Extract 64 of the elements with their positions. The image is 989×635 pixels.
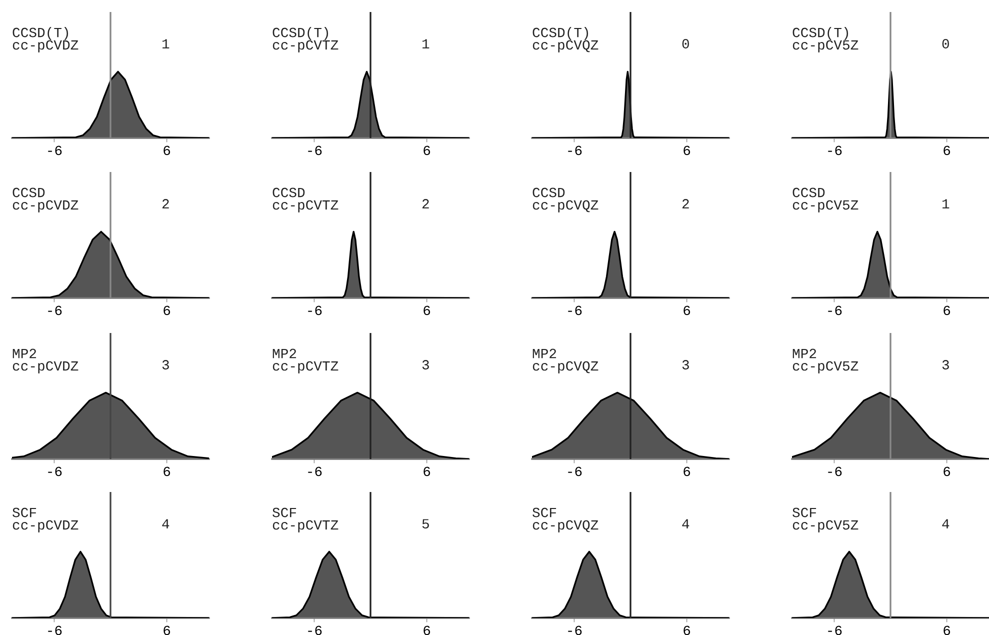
- text: 3: [942, 360, 949, 370]
- x-tick-label: 6: [684, 626, 690, 635]
- x-tick-label: -6: [828, 306, 842, 316]
- text: 1: [162, 39, 170, 48]
- text: MP2 cc-pCVQZ: [532, 348, 598, 374]
- text: SCF cc-pCV5Z: [792, 508, 858, 532]
- text: 0: [682, 39, 689, 48]
- x-tick-label: 6: [684, 146, 690, 156]
- text: CCSD cc-pCVTZ: [272, 188, 338, 212]
- text: SCF cc-pCVDZ: [12, 508, 78, 532]
- x-tick-label: -6: [828, 626, 842, 635]
- text: CCSD(T) cc-pCV5Z: [792, 27, 858, 52]
- text: 2: [162, 199, 169, 208]
- text: 3: [162, 360, 169, 370]
- x-tick-label: 6: [424, 466, 430, 476]
- x-tick-label: -6: [828, 146, 842, 156]
- x-tick-label: 6: [424, 306, 430, 316]
- x-tick-label: -6: [568, 306, 582, 316]
- text: 2: [422, 199, 429, 208]
- x-tick-label: 6: [424, 146, 430, 156]
- x-tick-label: -6: [828, 466, 842, 476]
- x-tick-label: -6: [568, 626, 582, 635]
- x-tick-label: 6: [944, 146, 950, 156]
- text: 5: [422, 519, 429, 528]
- x-tick-label: -6: [308, 466, 322, 476]
- x-tick-label: 6: [944, 466, 950, 476]
- x-tick-label: -6: [568, 146, 582, 156]
- x-tick-label: 6: [424, 626, 430, 635]
- x-tick-label: -6: [308, 306, 322, 316]
- x-tick-label: 6: [944, 306, 950, 316]
- text: 1: [422, 39, 430, 48]
- text: MP2 cc-pCV5Z: [792, 348, 858, 374]
- text: MP2 cc-pCVDZ: [12, 348, 78, 374]
- x-tick-label: 6: [684, 306, 690, 316]
- x-tick-label: -6: [48, 626, 62, 635]
- x-tick-label: 6: [164, 146, 170, 156]
- text: CCSD(T) cc-pCVTZ: [272, 27, 338, 52]
- x-tick-label: 6: [164, 466, 170, 476]
- text: CCSD cc-pCVDZ: [12, 188, 78, 212]
- x-tick-label: 6: [684, 466, 690, 476]
- text: 3: [422, 360, 429, 370]
- x-tick-label: 6: [164, 306, 170, 316]
- text: CCSD(T) cc-pCVDZ: [12, 27, 78, 52]
- text: 4: [682, 519, 690, 528]
- text: CCSD cc-pCVQZ: [532, 188, 598, 212]
- text: 4: [162, 519, 170, 528]
- text: 2: [682, 199, 689, 208]
- x-tick-label: -6: [48, 146, 62, 156]
- x-tick-label: -6: [308, 626, 322, 635]
- text: CCSD cc-pCV5Z: [792, 188, 858, 212]
- x-tick-label: -6: [48, 466, 62, 476]
- text: 1: [942, 199, 950, 208]
- text: 0: [942, 39, 949, 48]
- x-tick-label: 6: [944, 626, 950, 635]
- text: 3: [682, 360, 689, 370]
- text: 4: [942, 519, 950, 528]
- x-tick-label: -6: [48, 306, 62, 316]
- x-tick-label: -6: [308, 146, 322, 156]
- x-tick-label: 6: [164, 626, 170, 635]
- text: SCF cc-pCVTZ: [272, 508, 338, 532]
- x-tick-label: -6: [568, 466, 582, 476]
- text: SCF cc-pCVQZ: [532, 508, 598, 532]
- text: MP2 cc-pCVTZ: [272, 348, 338, 374]
- text: CCSD(T) cc-pCVQZ: [532, 27, 598, 52]
